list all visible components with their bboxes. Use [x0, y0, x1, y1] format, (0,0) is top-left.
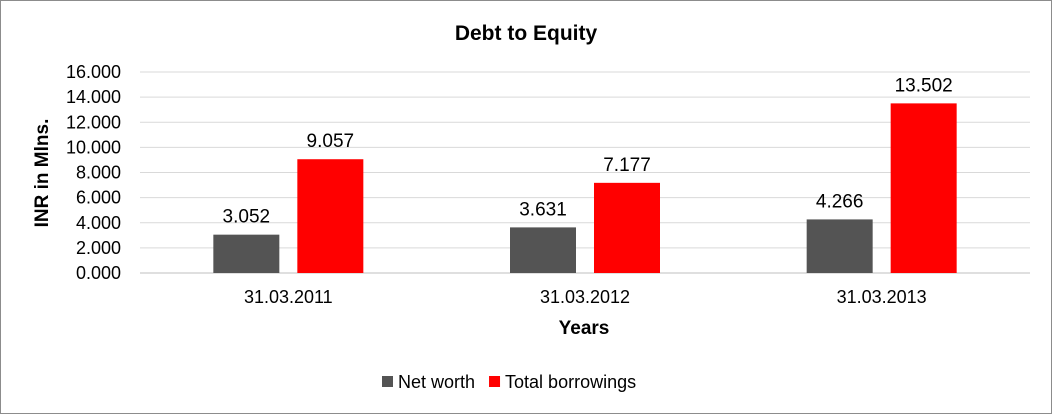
data-labels: 3.052 9.057 3.631 7.177 4.266 13.502 — [223, 75, 953, 227]
chart-title: Debt to Equity — [455, 22, 598, 45]
data-label: 9.057 — [307, 131, 355, 152]
y-tick-label: 12.000 — [66, 112, 121, 132]
bar-net-worth — [213, 234, 280, 273]
bar-total-borrowings — [594, 182, 660, 273]
bar-total-borrowings — [297, 159, 364, 273]
gridlines — [140, 71, 1030, 249]
y-tick-label: 14.000 — [66, 87, 121, 107]
data-label: 4.266 — [816, 191, 864, 212]
y-axis-title: INR in Mlns. — [32, 119, 53, 228]
legend-label: Total borrowings — [505, 372, 636, 392]
y-tick-label: 10.000 — [66, 137, 121, 157]
y-tick-label: 4.000 — [76, 213, 121, 233]
y-tick-label: 6.000 — [76, 188, 121, 208]
data-label: 7.177 — [603, 155, 651, 176]
x-tick-label: 31.03.2013 — [837, 287, 927, 307]
legend-swatch — [382, 376, 393, 387]
y-axis-ticks: 0.000 2.000 4.000 6.000 8.000 10.000 12.000 14.… — [66, 62, 121, 283]
legend-label: Net worth — [398, 372, 475, 392]
x-axis-title: Years — [559, 318, 610, 339]
data-label: 3.052 — [223, 207, 271, 228]
data-label: 13.502 — [895, 75, 953, 96]
bar-net-worth — [510, 227, 576, 273]
legend-swatch — [489, 376, 501, 387]
y-tick-label: 2.000 — [76, 238, 121, 258]
y-tick-label: 8.000 — [76, 163, 121, 183]
x-axis-ticks: 31.03.2011 31.03.2012 31.03.2013 — [244, 287, 927, 307]
legend: Net worth Total borrowings — [382, 372, 636, 392]
bars — [213, 103, 957, 273]
x-tick-label: 31.03.2012 — [540, 287, 630, 307]
data-label: 3.631 — [519, 199, 567, 220]
x-tick-label: 31.03.2011 — [244, 287, 333, 307]
y-tick-label: 0.000 — [76, 263, 121, 283]
bar-total-borrowings — [890, 103, 957, 273]
bar-net-worth — [806, 219, 873, 273]
y-tick-label: 16.000 — [66, 62, 121, 82]
